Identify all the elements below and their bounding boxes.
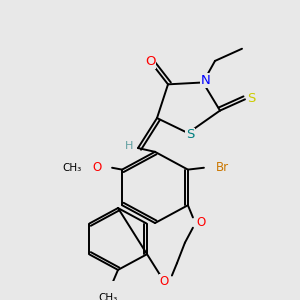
Text: S: S xyxy=(186,128,194,141)
Text: O: O xyxy=(159,274,169,288)
Text: S: S xyxy=(247,92,255,105)
Text: N: N xyxy=(201,74,211,87)
Text: O: O xyxy=(196,216,206,229)
Text: Br: Br xyxy=(216,161,229,174)
Text: H: H xyxy=(125,141,133,151)
Text: O: O xyxy=(93,161,102,174)
Text: CH₃: CH₃ xyxy=(98,293,118,300)
Text: O: O xyxy=(145,56,155,68)
Text: CH₃: CH₃ xyxy=(63,163,82,173)
